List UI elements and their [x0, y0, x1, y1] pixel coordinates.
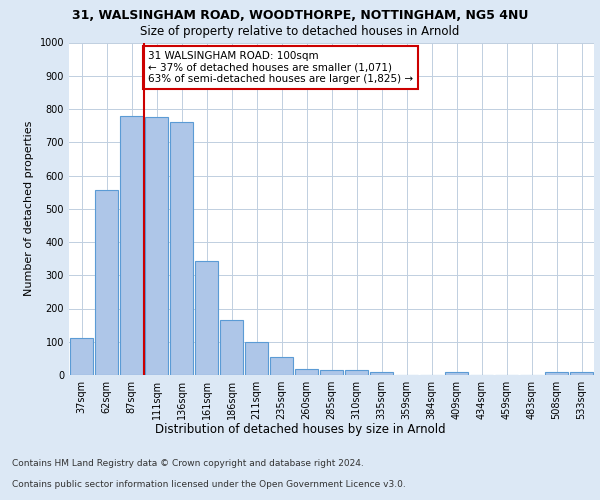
Bar: [120, 116, 143, 375]
Bar: [195, 261, 218, 375]
Bar: [70, 338, 93, 375]
Bar: [145, 118, 168, 375]
Bar: [220, 320, 243, 375]
Bar: [445, 372, 468, 375]
Text: Contains public sector information licensed under the Open Government Licence v3: Contains public sector information licen…: [12, 480, 406, 489]
Bar: [345, 370, 368, 375]
Y-axis label: Number of detached properties: Number of detached properties: [24, 121, 34, 296]
Text: 31 WALSINGHAM ROAD: 100sqm
← 37% of detached houses are smaller (1,071)
63% of s: 31 WALSINGHAM ROAD: 100sqm ← 37% of deta…: [148, 51, 413, 84]
Bar: [270, 357, 293, 375]
Bar: [170, 122, 193, 375]
Text: Distribution of detached houses by size in Arnold: Distribution of detached houses by size …: [155, 422, 445, 436]
Bar: [370, 372, 393, 375]
Text: Size of property relative to detached houses in Arnold: Size of property relative to detached ho…: [140, 25, 460, 38]
Bar: [95, 190, 118, 375]
Text: 31, WALSINGHAM ROAD, WOODTHORPE, NOTTINGHAM, NG5 4NU: 31, WALSINGHAM ROAD, WOODTHORPE, NOTTING…: [72, 9, 528, 22]
Bar: [245, 342, 268, 375]
Bar: [320, 370, 343, 375]
Bar: [545, 372, 568, 375]
Bar: [570, 372, 593, 375]
Text: Contains HM Land Registry data © Crown copyright and database right 2024.: Contains HM Land Registry data © Crown c…: [12, 458, 364, 468]
Bar: [295, 369, 318, 375]
